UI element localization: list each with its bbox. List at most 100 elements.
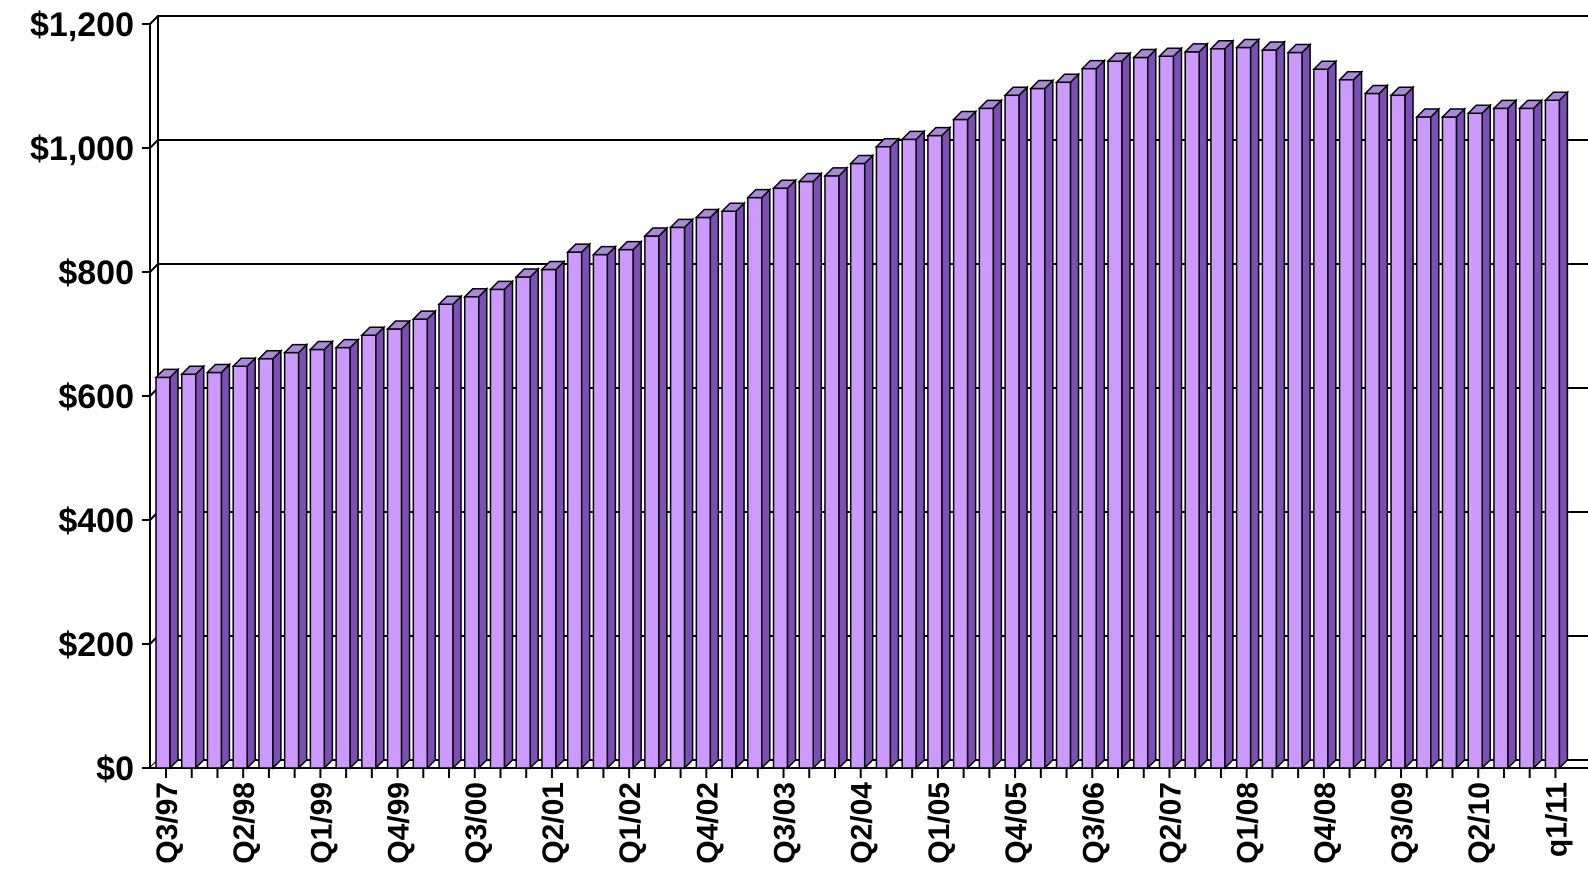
y-tick-label: $400	[58, 502, 134, 540]
bar-front	[952, 118, 969, 769]
bar-front	[618, 248, 634, 769]
bar-side	[606, 244, 617, 770]
bar-side	[246, 356, 256, 770]
bar-top	[462, 288, 489, 298]
bar-top	[1054, 73, 1081, 84]
bar-top	[977, 99, 1004, 110]
bar-top	[1183, 43, 1210, 53]
bar-side	[683, 217, 694, 770]
x-tick-label: Q3/03	[769, 782, 802, 864]
x-tick-label: Q4/08	[1309, 782, 1342, 864]
bar-side	[503, 279, 514, 770]
bar-top	[257, 350, 283, 360]
bar	[437, 294, 463, 770]
bar-front	[1158, 55, 1175, 769]
x-tick-label: q1/11	[1540, 782, 1573, 857]
bar-side	[297, 342, 308, 770]
bar-side	[1301, 42, 1311, 770]
bar	[257, 348, 283, 770]
bar-side	[735, 201, 745, 770]
bar-front	[644, 235, 660, 769]
bar-side	[323, 339, 334, 770]
bar-side	[838, 166, 848, 770]
bar-front	[798, 180, 814, 769]
bar-side	[1378, 83, 1389, 770]
bar-side	[220, 362, 231, 770]
bar	[823, 166, 849, 770]
bar	[1414, 107, 1441, 770]
x-tick-label: Q3/00	[460, 782, 493, 864]
bar-side	[761, 187, 771, 770]
bar	[1209, 38, 1235, 770]
bar-top	[1029, 79, 1055, 90]
bar-side	[1018, 85, 1028, 770]
bar-top	[360, 326, 386, 336]
bar	[1492, 98, 1518, 770]
bar-side	[529, 267, 539, 770]
bar	[951, 109, 978, 770]
x-tick-label: Q2/10	[1463, 782, 1496, 864]
y-axis-tick-labels: $0 $200 $400 $600 $800 $1,000 $1,200	[30, 6, 134, 788]
y-tick-label: $800	[58, 254, 134, 292]
bar-front	[232, 365, 248, 769]
bar-front	[695, 216, 712, 769]
bar-side	[478, 286, 488, 770]
bar-top	[1157, 47, 1184, 57]
bar-top	[1440, 108, 1467, 118]
side-wall-tick-diagonal	[149, 139, 159, 149]
bar-side	[1455, 107, 1466, 770]
bar-top	[797, 172, 824, 183]
bar-top	[848, 154, 875, 165]
bar	[720, 201, 746, 770]
bar-top	[540, 260, 566, 271]
bar-side	[1404, 85, 1414, 770]
bar-top	[1312, 60, 1338, 71]
bar-front	[978, 107, 995, 769]
bar	[1260, 40, 1287, 770]
bar	[1389, 85, 1415, 770]
bar-front	[438, 303, 454, 769]
bar-top	[951, 110, 978, 121]
bar	[411, 309, 438, 770]
bar	[1106, 51, 1132, 770]
bar-front	[1081, 67, 1098, 769]
bar-front	[489, 288, 506, 769]
bar-front	[747, 196, 763, 769]
bar	[1234, 37, 1261, 770]
bar-front	[772, 187, 789, 769]
bar-front	[592, 253, 609, 769]
bar	[488, 279, 515, 770]
bar-front	[1493, 107, 1509, 769]
bar-front	[180, 373, 197, 769]
bar-side	[580, 242, 591, 770]
x-tick-label: Q2/01	[537, 782, 570, 864]
bar-front	[1364, 92, 1381, 769]
x-tick-label: Q4/99	[383, 782, 416, 864]
bar-front	[1390, 94, 1406, 769]
x-tick-label: Q3/09	[1386, 782, 1419, 864]
bar	[668, 217, 695, 770]
bar	[643, 226, 669, 770]
bar	[977, 98, 1004, 770]
bar-side	[1352, 69, 1363, 770]
bar	[1286, 42, 1312, 770]
bar-side	[555, 259, 565, 770]
bar-side	[375, 325, 385, 770]
bar-top	[565, 243, 592, 253]
bar	[1363, 83, 1390, 770]
bar	[1337, 69, 1364, 770]
bar-top	[1003, 86, 1029, 97]
bar-top	[1106, 52, 1132, 62]
bar	[591, 244, 618, 770]
bar	[1312, 59, 1338, 770]
y-tick-label: $1,000	[30, 130, 134, 168]
bar-side	[169, 367, 179, 770]
bar-front	[1338, 79, 1355, 769]
bar	[231, 356, 258, 770]
bar-top	[1209, 40, 1235, 50]
bar-side	[658, 226, 668, 770]
bar-side	[194, 364, 205, 770]
bar	[462, 286, 489, 770]
bar-front	[1132, 56, 1149, 769]
bar-front	[1107, 60, 1123, 769]
